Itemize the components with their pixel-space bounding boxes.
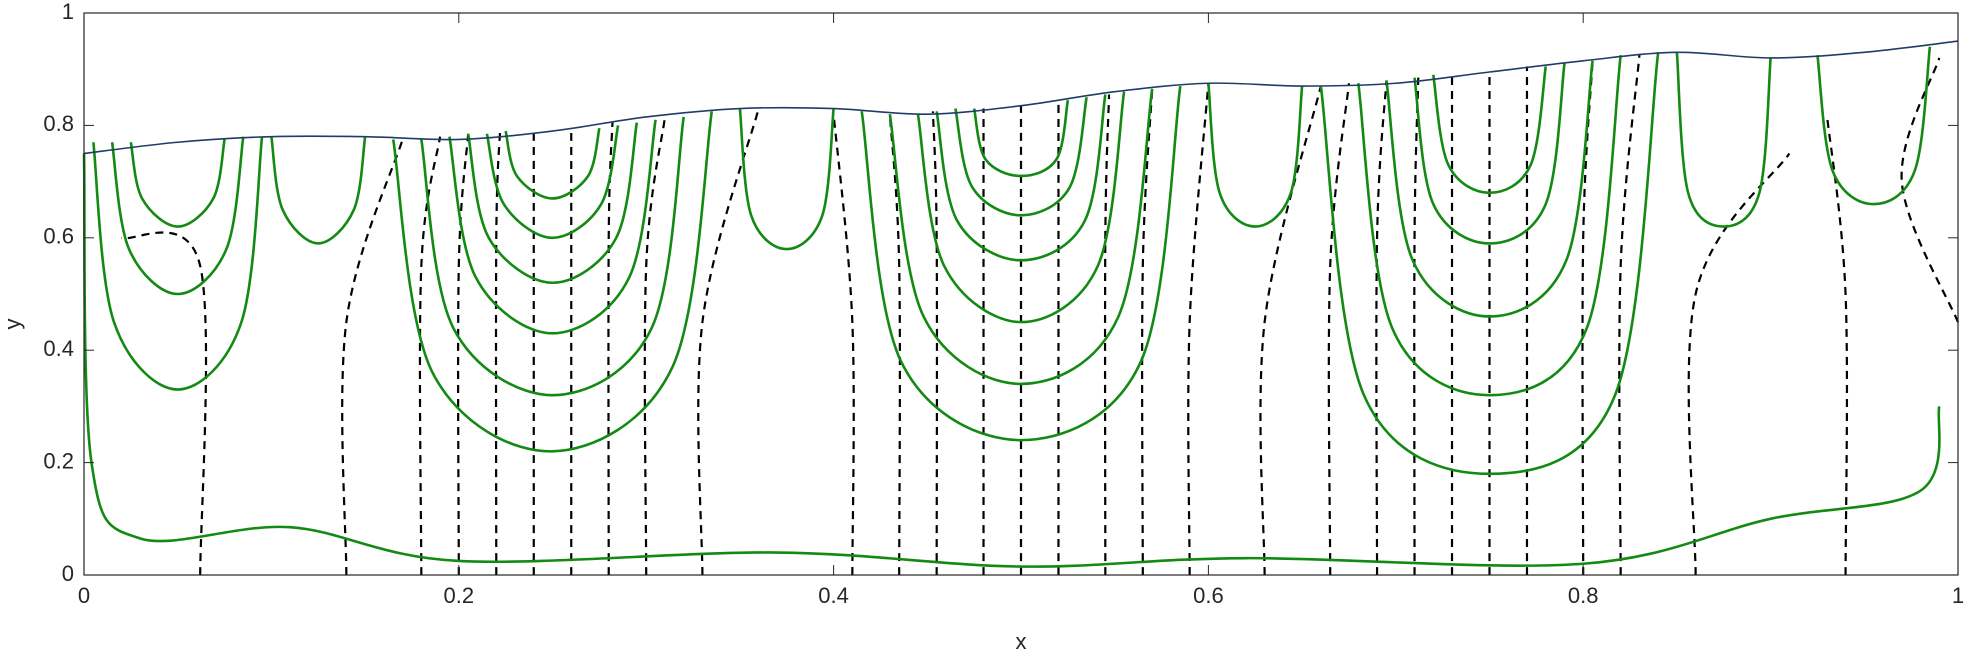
contour-line: [697, 108, 760, 576]
streamline: [129, 139, 226, 228]
y-tick-label: 1: [62, 0, 74, 24]
contour-line: [121, 231, 208, 576]
streamline: [420, 116, 685, 397]
streamline: [1357, 54, 1622, 397]
contour-line: [1187, 83, 1210, 576]
contour-line: [832, 114, 855, 576]
x-tick-label: 0: [78, 583, 90, 608]
contour-line: [1327, 83, 1351, 576]
contour-line: [1825, 114, 1849, 576]
contour-line: [1141, 88, 1154, 576]
y-tick-label: 0.8: [43, 111, 74, 136]
y-tick-label: 0.6: [43, 224, 74, 249]
x-tick-label: 0.6: [1193, 583, 1224, 608]
contour-line: [1375, 80, 1388, 576]
contour-line: [1413, 77, 1420, 576]
streamline: [1207, 83, 1304, 228]
streamline: [270, 136, 367, 245]
x-tick-label: 1: [1952, 583, 1964, 608]
streamline: [110, 136, 245, 296]
streamline: [1385, 60, 1594, 318]
streamline: [888, 88, 1154, 386]
contour-line: [931, 111, 939, 576]
plot-frame: [83, 12, 1959, 576]
streamline: [972, 99, 1070, 178]
y-tick-label: 0.2: [43, 448, 74, 473]
streamline: [860, 85, 1182, 442]
y-tick-label: 0: [62, 561, 74, 586]
streamline: [1413, 63, 1566, 245]
streamline: [82, 153, 1941, 568]
streamline: [935, 94, 1107, 262]
streamline: [504, 127, 601, 200]
streamline: [1319, 52, 1660, 476]
x-tick-label: 0.8: [1568, 583, 1599, 608]
y-axis-label: y: [0, 319, 25, 330]
streamline: [466, 122, 639, 285]
streamline: [448, 119, 657, 335]
contour-line: [1259, 85, 1322, 576]
streamline: [92, 136, 264, 391]
streamline: [916, 91, 1126, 324]
streamline: [1816, 46, 1932, 206]
streamline: [1431, 66, 1548, 195]
streamline: [485, 125, 620, 240]
contour-line: [1687, 152, 1791, 576]
free-surface: [83, 40, 1959, 155]
x-tick-label: 0.2: [444, 583, 475, 608]
contour-line: [643, 116, 667, 576]
streamline: [738, 108, 835, 251]
contour-line: [1900, 57, 1960, 323]
contour-line: [341, 139, 404, 576]
x-axis-label: x: [1016, 629, 1027, 654]
contour-line: [457, 133, 470, 576]
contour-line: [607, 122, 614, 576]
contour-line: [418, 136, 442, 576]
contour-line: [1103, 94, 1111, 576]
streamline: [954, 97, 1088, 217]
x-tick-label: 0.4: [818, 583, 849, 608]
streamline: [1675, 52, 1772, 228]
contour-line: [1618, 55, 1641, 576]
y-tick-label: 0.4: [43, 336, 74, 361]
streamline: [391, 111, 714, 453]
